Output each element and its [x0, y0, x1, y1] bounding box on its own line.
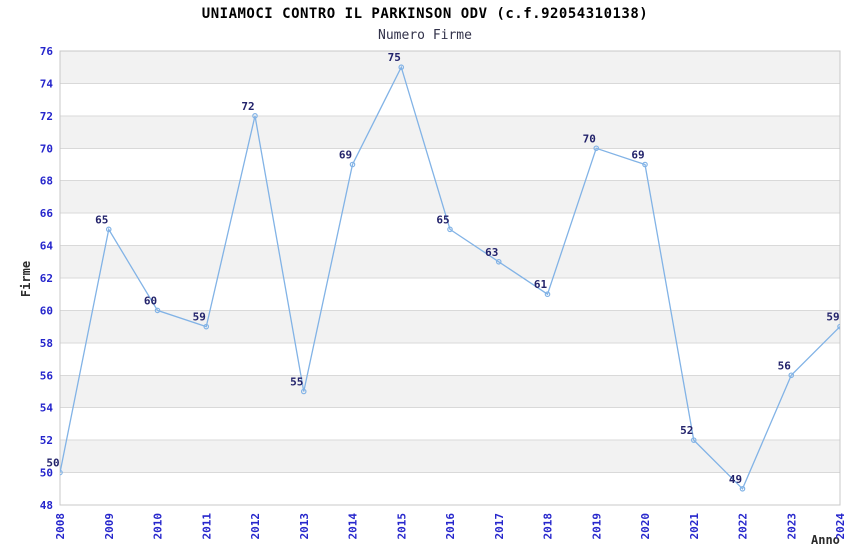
y-tick-label: 60	[40, 304, 53, 317]
x-tick-label: 2008	[54, 513, 67, 540]
plot-band	[60, 407, 840, 441]
plot-band	[60, 180, 840, 214]
plot-band	[60, 115, 840, 149]
data-point-marker	[642, 161, 648, 168]
x-axis-title: Anno	[811, 533, 840, 547]
y-tick-label: 52	[40, 434, 53, 447]
data-point-label: 70	[583, 132, 596, 145]
y-tick-label: 48	[40, 499, 53, 512]
data-point-marker	[788, 372, 795, 379]
y-tick-label: 50	[40, 467, 53, 480]
plot-band	[60, 472, 840, 505]
x-tick-label: 2010	[152, 513, 165, 540]
series-group	[60, 64, 840, 492]
data-point-label: 50	[46, 457, 59, 470]
data-point-marker	[447, 226, 453, 233]
data-point-label: 69	[631, 149, 644, 162]
y-tick-label: 72	[40, 110, 53, 123]
data-point-label: 65	[95, 213, 108, 226]
y-tick-label: 54	[40, 402, 54, 415]
x-tick-label: 2009	[103, 513, 116, 540]
data-point-label: 60	[144, 294, 157, 307]
data-point-label: 52	[680, 424, 693, 437]
plot-border	[59, 50, 841, 506]
plot-band	[60, 375, 840, 408]
y-tick-label: 66	[40, 207, 54, 220]
x-tick-label: 2018	[542, 513, 555, 540]
data-point-label: 69	[339, 149, 352, 162]
data-point-marker	[495, 258, 502, 265]
chart-title: UNIAMOCI CONTRO IL PARKINSON ODV (c.f.92…	[201, 6, 649, 22]
x-tick-label: 2015	[395, 513, 408, 540]
x-tick-label: 2011	[200, 513, 213, 540]
x-tick-label: 2013	[298, 513, 311, 540]
plot-band	[60, 440, 840, 473]
plot-band	[60, 245, 840, 278]
data-point-marker	[252, 113, 258, 119]
data-point-marker	[398, 64, 405, 71]
y-tick-label: 62	[40, 272, 53, 285]
chart-subtitle: Numero Firme	[378, 28, 472, 43]
plot-band	[60, 278, 840, 311]
x-tick-label: 2016	[444, 513, 457, 540]
x-tick-label: 2014	[347, 513, 360, 540]
data-point-marker	[690, 437, 697, 443]
y-tick-label: 58	[40, 337, 53, 350]
x-tick-label: 2017	[493, 513, 506, 540]
x-tick-label: 2021	[688, 513, 701, 540]
data-point-label: 49	[729, 473, 742, 486]
data-point-label: 72	[241, 100, 254, 113]
data-point-marker	[300, 388, 307, 395]
plot-band	[60, 148, 840, 181]
data-point-marker	[349, 161, 356, 168]
data-point-marker	[105, 226, 112, 233]
data-point-label: 65	[436, 213, 449, 226]
y-tick-label: 76	[40, 45, 54, 58]
x-tick-label: 2019	[590, 513, 603, 540]
data-point-marker	[593, 145, 600, 152]
data-point-label: 75	[388, 51, 401, 64]
y-tick-label: 68	[40, 175, 53, 188]
plot-band	[60, 310, 840, 343]
plot-band	[60, 342, 840, 376]
x-tick-label: 2012	[249, 513, 262, 540]
x-tick-label: 2020	[639, 513, 652, 540]
data-point-marker	[544, 291, 551, 298]
x-tick-label: 2023	[785, 513, 798, 540]
data-point-marker	[739, 485, 746, 492]
y-tick-label: 70	[40, 142, 53, 155]
data-point-label: 59	[193, 311, 206, 324]
data-point-marker	[154, 307, 161, 314]
data-point-label: 55	[290, 376, 303, 389]
y-tick-label: 56	[40, 369, 54, 382]
data-point-label: 61	[534, 278, 548, 291]
y-tick-label: 64	[40, 240, 54, 253]
data-point-label: 63	[485, 246, 498, 259]
data-point-marker	[203, 323, 210, 330]
plot-band	[60, 83, 840, 116]
series-line	[60, 65, 840, 490]
data-point-label: 56	[778, 359, 792, 372]
x-tick-label: 2024	[834, 513, 847, 540]
y-tick-label: 74	[40, 77, 54, 90]
data-point-label: 59	[826, 311, 839, 324]
data-point-marker	[837, 323, 840, 330]
data-point-marker	[60, 469, 63, 476]
x-tick-label: 2022	[737, 513, 750, 540]
plot-band	[60, 51, 840, 84]
